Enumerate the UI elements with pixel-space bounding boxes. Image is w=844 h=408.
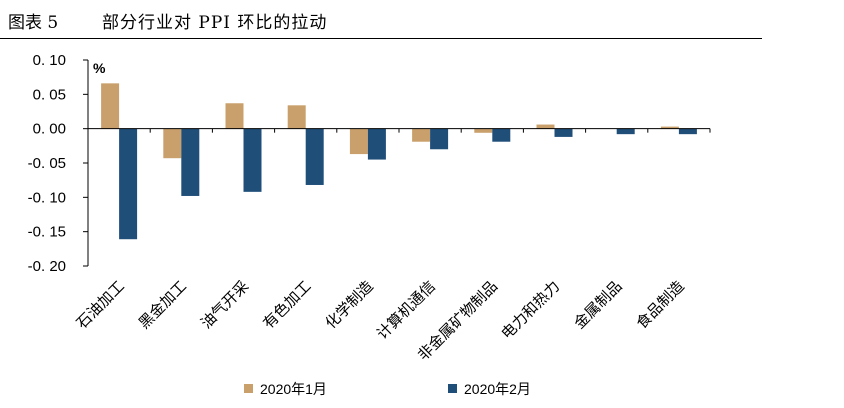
bar-feb <box>181 128 200 196</box>
bar-feb <box>243 128 262 192</box>
bar-jan <box>163 128 182 159</box>
legend-label: 2020年1月 <box>260 381 327 397</box>
y-tick-label: 0. 10 <box>33 52 66 69</box>
y-tick-label: 0. 00 <box>33 121 66 138</box>
legend-label: 2020年2月 <box>464 381 531 397</box>
y-tick-label: 0. 05 <box>33 86 66 103</box>
y-tick-label: -0. 15 <box>28 224 66 241</box>
category-label: 石油加工 <box>73 277 128 332</box>
y-axis-ticks: 0. 10 0. 05 0. 00 -0. 05 -0. 10 -0. 15 -0. 20 <box>28 52 88 275</box>
bars <box>101 83 697 240</box>
legend: 2020年1月 2020年2月 <box>244 381 531 397</box>
bar-feb <box>616 128 635 135</box>
unit-label: % <box>93 60 106 76</box>
y-tick-label: -0. 10 <box>28 189 66 206</box>
y-tick-label: -0. 05 <box>28 155 66 172</box>
category-label: 化学制造 <box>322 277 377 332</box>
category-label: 油气开采 <box>197 277 252 332</box>
legend-swatch <box>448 384 457 393</box>
category-label: 计算机通信 <box>373 277 439 343</box>
bar-jan <box>225 103 244 129</box>
bar-jan <box>287 105 306 129</box>
bar-jan <box>474 128 493 133</box>
y-tick-label: -0. 20 <box>28 258 66 275</box>
bar-feb <box>305 128 324 185</box>
figure-header: 图表 5 部分行业对 PPI 环比的拉动 <box>0 0 762 39</box>
bar-jan <box>412 128 431 142</box>
bar-jan <box>660 126 679 129</box>
bar-feb <box>367 128 386 160</box>
figure-label: 图表 5 <box>8 13 59 33</box>
bar-feb <box>492 128 511 142</box>
bar-feb <box>678 128 697 135</box>
category-label: 黑金加工 <box>135 277 190 332</box>
category-label: 金属制品 <box>570 277 625 332</box>
figure-title: 部分行业对 PPI 环比的拉动 <box>102 13 328 33</box>
bar-jan <box>101 83 120 129</box>
bar-feb <box>554 128 573 137</box>
axes <box>87 60 711 266</box>
legend-swatch <box>244 384 253 393</box>
category-label: 食品制造 <box>633 277 688 332</box>
bar-jan <box>536 124 555 129</box>
bar-feb <box>430 128 449 150</box>
bar-jan <box>349 128 368 155</box>
category-label: 有色加工 <box>259 277 314 332</box>
bar-feb <box>119 128 138 240</box>
category-label: 电力和热力 <box>498 277 564 343</box>
